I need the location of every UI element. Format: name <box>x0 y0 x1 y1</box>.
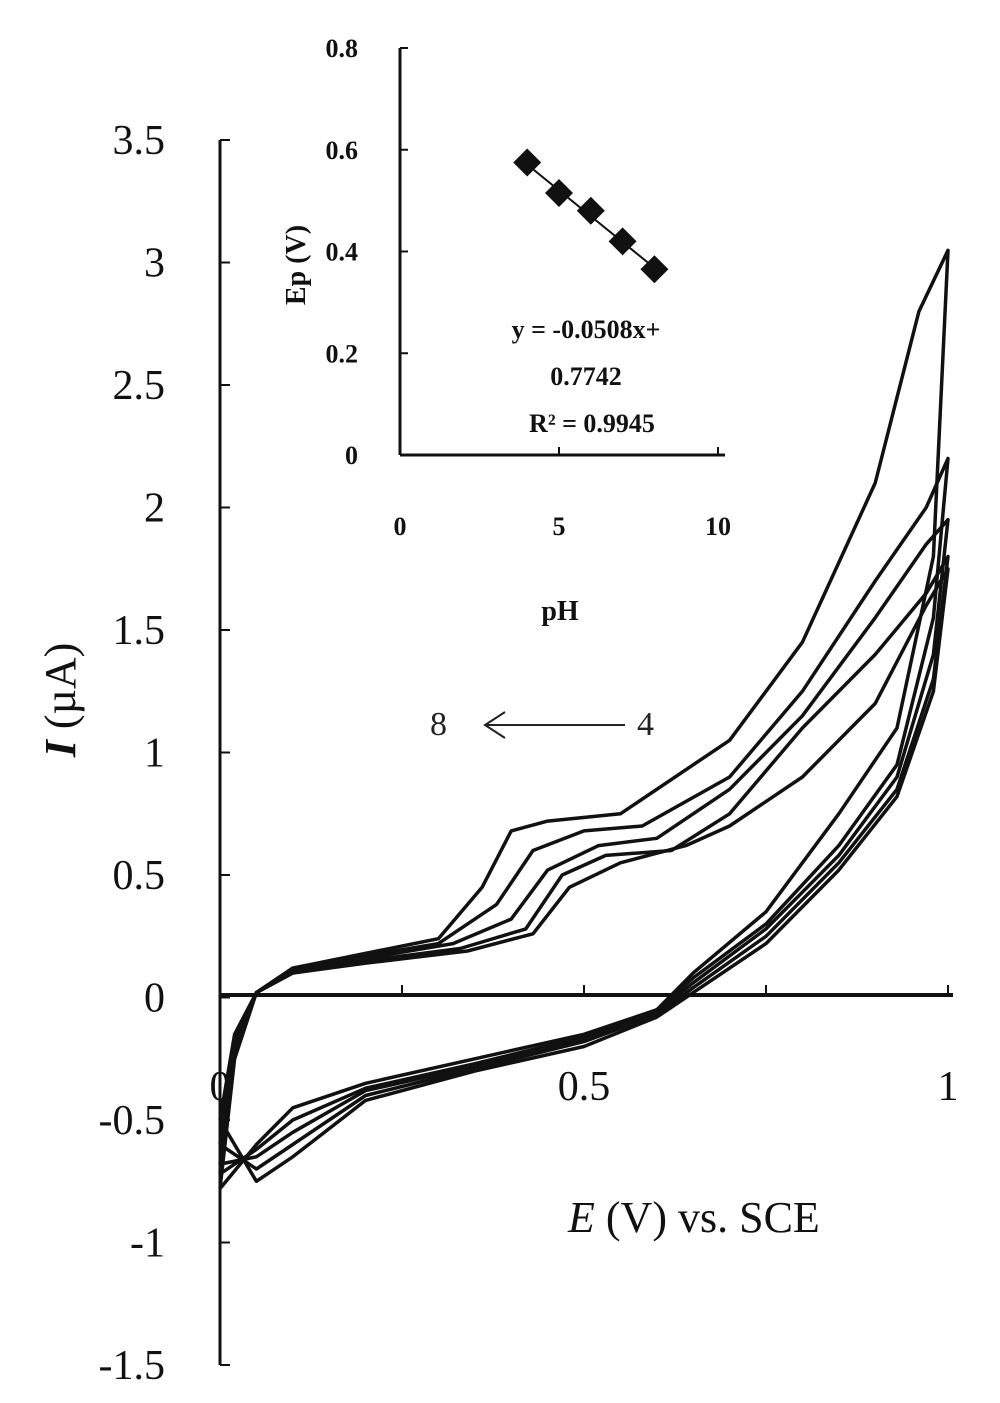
inset-y-tick-label: 0 <box>345 441 358 470</box>
main-y-tick-label: -0.5 <box>99 1098 166 1144</box>
inset-y-tick-label: 0.4 <box>326 238 359 267</box>
cv-curve-1 <box>218 248 950 1190</box>
inset-y-axis-title: Ep (V) <box>281 225 312 305</box>
inset-x-tick-label: 5 <box>553 512 566 541</box>
main-y-tick-label: -1 <box>130 1221 165 1267</box>
inset-x-tick-label: 0 <box>394 512 407 541</box>
x-axis-title-italic: E <box>567 1193 595 1242</box>
main-y-ticks: 3.5 3 2.5 2 1.5 1 0.5 0 -0.5 -1 -1.5 <box>99 118 230 1389</box>
y-axis-title-italic: I <box>36 738 85 758</box>
ph-direction-annotation: 8 4 <box>430 706 654 743</box>
inset-y-tick-label: 0.6 <box>326 136 359 165</box>
inset-data-point <box>513 148 542 177</box>
cv-curve-5 <box>218 567 950 1184</box>
regression-equation-line1: y = -0.0508x+ <box>512 315 661 344</box>
main-y-tick-label: 3.5 <box>113 118 166 164</box>
regression-r-squared: R² = 0.9945 <box>529 409 655 438</box>
inset-data-point <box>576 196 605 225</box>
annotation-arrow-head <box>483 711 506 739</box>
cv-curve-2 <box>218 456 950 1176</box>
inset-y-tick-label: 0.8 <box>326 34 359 63</box>
inset-y-ticks: 0.8 0.6 0.4 0.2 0 <box>326 34 408 470</box>
main-y-tick-label: -1.5 <box>99 1343 166 1389</box>
cv-curve-3 <box>218 517 950 1166</box>
main-x-ticks: 0 0.5 1 <box>210 985 959 1110</box>
y-axis-title-rest: (µA) <box>36 643 85 740</box>
cv-curves <box>218 248 950 1190</box>
main-x-axis-title: E (V) vs. SCE <box>567 1193 820 1242</box>
main-y-tick-label: 2 <box>144 486 165 532</box>
main-x-tick-label: 1 <box>938 1064 959 1110</box>
main-y-tick-label: 1 <box>144 731 165 777</box>
main-x-tick-label: 0.5 <box>558 1064 611 1110</box>
inset-data-point <box>545 178 573 207</box>
main-cv-chart: 3.532.521.510.50-0.5-1-1.5 0 0.5 1 8 4 E (… <box>36 118 959 1389</box>
x-axis-title-rest: (V) vs. SCE <box>595 1193 820 1242</box>
inset-x-ticks: 0 5 10 <box>394 447 731 541</box>
main-y-axis-title: I (µA) <box>36 643 85 759</box>
inset-points <box>513 148 669 284</box>
inset-y-tick-label: 0.2 <box>326 339 359 368</box>
annotation-right: 4 <box>637 706 654 743</box>
main-y-tick-label: 1.5 <box>113 608 166 654</box>
inset-x-axis-title: pH <box>541 596 579 627</box>
inset-data-point <box>640 255 669 284</box>
main-y-tick-label: 2.5 <box>113 363 166 409</box>
main-y-tick-label: 3 <box>144 241 165 287</box>
inset-data-point <box>608 227 637 256</box>
cv-curve-4 <box>218 554 950 1171</box>
inset-ep-ph-chart: 0.80.60.40.20 0 5 10 y = -0.0508x+ 0.7742 … <box>281 34 731 627</box>
regression-equation-line2: 0.7742 <box>550 362 622 391</box>
inset-x-tick-label: 10 <box>705 512 731 541</box>
main-y-tick-label: 0.5 <box>113 853 166 899</box>
annotation-left: 8 <box>430 706 447 743</box>
main-y-tick-label: 0 <box>144 976 165 1022</box>
